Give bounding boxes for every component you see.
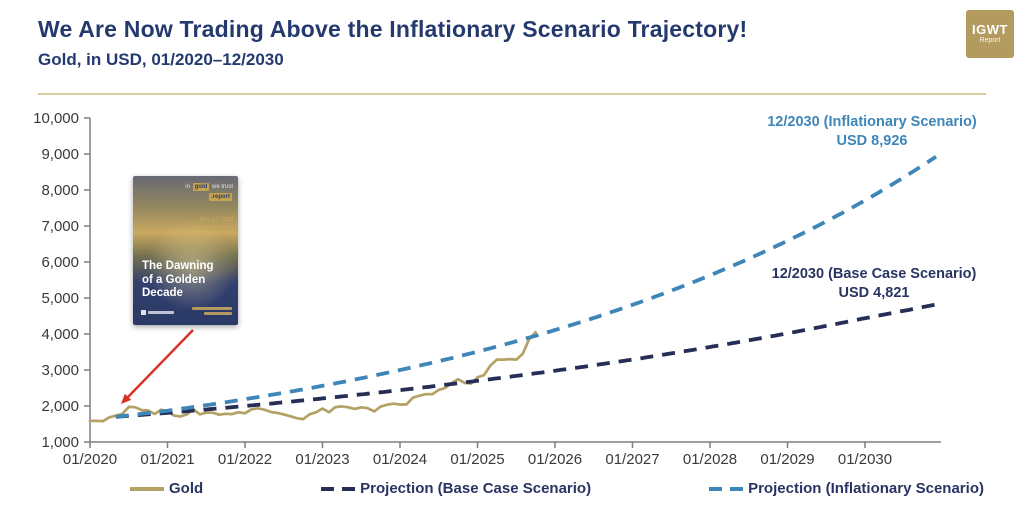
legend-swatch-base-case bbox=[321, 486, 356, 491]
x-tick-label: 01/2021 bbox=[140, 451, 194, 468]
header: We Are Now Trading Above the Inflationar… bbox=[38, 16, 938, 70]
y-tick-label: 3,000 bbox=[41, 362, 79, 379]
annotation-line2: USD 8,926 bbox=[836, 132, 908, 149]
x-tick-label: 01/2026 bbox=[528, 451, 582, 468]
series-projection-base-case bbox=[115, 302, 937, 419]
series-projection-inflationary bbox=[115, 155, 938, 419]
x-tick-label: 01/2025 bbox=[450, 451, 504, 468]
igwt-report-cover-image: in gold we trust .report May 27, 2020 Ex… bbox=[133, 176, 238, 325]
y-tick-label: 10,000 bbox=[33, 110, 79, 127]
y-tick-label: 6,000 bbox=[41, 254, 79, 271]
annotation-inflationary-target: 12/2030 (Inflationary Scenario) USD 8,92… bbox=[748, 113, 996, 151]
y-tick-label: 1,000 bbox=[41, 434, 79, 451]
legend-label: Projection (Base Case Scenario) bbox=[360, 480, 592, 497]
page-subtitle: Gold, in USD, 01/2020–12/2030 bbox=[38, 50, 284, 69]
annotation-line1: 12/2030 (Inflationary Scenario) bbox=[767, 114, 977, 130]
y-tick-label: 7,000 bbox=[41, 218, 79, 235]
x-tick-label: 01/2029 bbox=[760, 451, 814, 468]
series-gold bbox=[88, 330, 537, 423]
annotation-arrow bbox=[127, 329, 194, 398]
logo-text: IGWT bbox=[972, 22, 1008, 37]
x-tick-label: 01/2028 bbox=[683, 451, 737, 468]
cover-publisher-logo bbox=[141, 310, 174, 315]
legend-label: Gold bbox=[169, 480, 204, 497]
x-tick-label: 01/2027 bbox=[605, 451, 659, 468]
annotation-line2: USD 4,821 bbox=[838, 284, 910, 301]
x-tick-label: 01/2023 bbox=[295, 451, 349, 468]
legend-swatch-gold bbox=[130, 486, 164, 491]
igwt-report-logo: IGWT Report bbox=[966, 10, 1014, 58]
y-tick-label: 5,000 bbox=[41, 290, 79, 307]
legend-swatch-inflationary bbox=[709, 486, 744, 491]
badge-gold: gold bbox=[192, 183, 210, 191]
legend-item-gold: Gold bbox=[130, 480, 203, 497]
badge-report: .report bbox=[208, 192, 232, 201]
cover-badge: in gold we trust .report bbox=[185, 183, 233, 202]
page-title: We Are Now Trading Above the Inflationar… bbox=[38, 16, 748, 42]
y-tick-label: 2,000 bbox=[41, 398, 79, 415]
y-tick-label: 8,000 bbox=[41, 182, 79, 199]
chart-legend: Gold Projection (Base Case Scenario) Pro… bbox=[130, 480, 984, 497]
annotation-line1: 12/2030 (Base Case Scenario) bbox=[771, 266, 977, 282]
badge-suffix: we trust bbox=[211, 184, 233, 190]
legend-item-base-case: Projection (Base Case Scenario) bbox=[321, 480, 591, 497]
badge-prefix: in bbox=[185, 184, 190, 190]
legend-label: Projection (Inflationary Scenario) bbox=[748, 480, 984, 497]
x-tick-label: 01/2030 bbox=[838, 451, 892, 468]
cover-authors bbox=[192, 307, 232, 315]
annotation-arrow-head bbox=[121, 393, 132, 404]
y-tick-label: 4,000 bbox=[41, 326, 79, 343]
x-tick-label: 01/2020 bbox=[63, 451, 117, 468]
cover-title: The Dawning of a Golden Decade bbox=[142, 260, 214, 300]
legend-item-inflationary: Projection (Inflationary Scenario) bbox=[709, 480, 984, 497]
x-tick-label: 01/2024 bbox=[373, 451, 427, 468]
annotation-base-case-target: 12/2030 (Base Case Scenario) USD 4,821 bbox=[748, 265, 1000, 303]
y-tick-label: 9,000 bbox=[41, 146, 79, 163]
cover-date: May 27, 2020 Extended Version bbox=[189, 217, 233, 232]
x-tick-label: 01/2022 bbox=[218, 451, 272, 468]
logo-subtext: Report bbox=[979, 37, 1001, 45]
header-divider bbox=[38, 93, 986, 95]
